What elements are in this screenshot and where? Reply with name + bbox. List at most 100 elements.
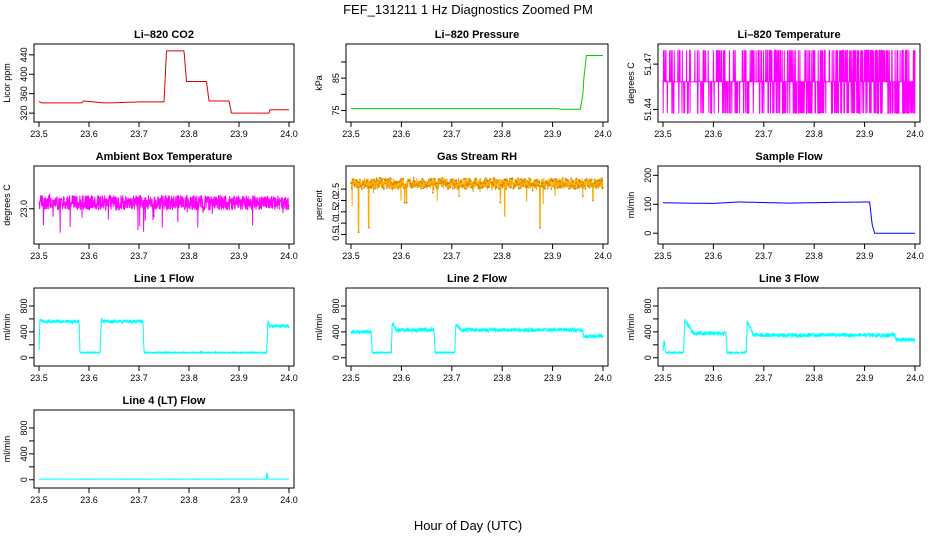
data-point [498, 187, 501, 190]
data-point [504, 178, 507, 181]
y-tick-label: 0 [643, 231, 653, 236]
data-point [574, 187, 577, 190]
data-point [427, 178, 430, 181]
data-point [544, 187, 546, 190]
data-point [448, 182, 451, 185]
figure-title: FEF_131211 1 Hz Diagnostics Zoomed PM [343, 2, 593, 17]
data-point [426, 180, 429, 183]
data-point [484, 177, 487, 180]
data-point [575, 177, 578, 180]
data-point [493, 178, 496, 181]
x-tick-label: 23.6 [393, 373, 411, 383]
panel-title: Line 2 Flow [447, 273, 507, 285]
panel-co2: Li–820 CO2 23.5 23.6 23.7 23.8 23.9 24.0 320 360… [2, 29, 298, 139]
x-tick-label: 23.8 [493, 373, 511, 383]
data-point [566, 184, 569, 187]
y-tick-label: 800 [19, 298, 29, 313]
data-point [537, 181, 540, 183]
data-point [539, 185, 542, 187]
data-point [438, 178, 440, 180]
plot-frame [33, 409, 295, 489]
plot-frame [33, 165, 295, 245]
data-point [388, 187, 391, 189]
data-point [425, 185, 428, 187]
y-axis-label: ml/min [2, 314, 12, 341]
data-point [592, 199, 595, 202]
data-point [370, 185, 373, 188]
data-point [531, 183, 533, 185]
data-point [484, 182, 487, 185]
data-point [517, 187, 520, 190]
x-tick-label: 23.5 [342, 373, 360, 383]
data-point [436, 187, 439, 190]
x-tick-label: 23.8 [805, 129, 823, 139]
data-point [528, 183, 531, 186]
data-point [361, 188, 363, 190]
data-point [418, 181, 421, 184]
y-tick-label: 85 [331, 73, 341, 83]
x-tick-label: 23.8 [493, 251, 511, 261]
x-tick-label: 23.7 [130, 495, 148, 505]
data-point [544, 182, 547, 185]
data-point [560, 186, 563, 189]
data-point [356, 181, 359, 184]
data-point [577, 186, 580, 189]
data-point [579, 180, 582, 183]
data-point [405, 201, 408, 204]
data-line [662, 319, 916, 355]
x-tick-label: 23.6 [80, 251, 98, 261]
data-point [431, 183, 434, 186]
data-point [505, 188, 508, 190]
panel-title: Sample Flow [755, 151, 823, 163]
x-tick-label: 23.6 [80, 373, 98, 383]
y-axis-label: degrees C [626, 62, 636, 104]
x-tick-label: 23.8 [805, 251, 823, 261]
data-point [383, 178, 386, 181]
data-point [480, 182, 483, 185]
data-point [600, 177, 603, 180]
data-point [588, 179, 590, 182]
data-point [468, 183, 471, 186]
data-point [431, 191, 434, 194]
data-point [520, 181, 523, 184]
data-point [408, 179, 411, 182]
data-point [520, 178, 522, 181]
data-point [423, 180, 426, 183]
data-point [539, 226, 542, 229]
data-point [499, 201, 502, 204]
data-point [392, 187, 394, 190]
data-point [599, 179, 602, 182]
data-point [493, 176, 495, 179]
data-point [389, 178, 392, 180]
data-point [590, 178, 593, 181]
data-point [534, 184, 537, 187]
x-tick-label: 23.5 [30, 129, 48, 139]
x-tick-label: 23.5 [654, 129, 672, 139]
panel-rh: Gas Stream RH 23.5 23.6 23.7 23.8 23.9 24.0 0.5… [314, 151, 612, 261]
data-point [562, 184, 565, 187]
data-point [366, 180, 369, 183]
x-tick-label: 23.9 [856, 251, 874, 261]
data-point [350, 182, 352, 185]
panel-title: Li–820 CO2 [134, 29, 194, 41]
y-tick-label: 200 [643, 168, 653, 183]
x-tick-label: 23.5 [30, 251, 48, 261]
panel-line3: Line 3 Flow 23.5 23.6 23.7 23.8 23.9 24.0 0 400 8… [626, 273, 924, 383]
data-point [460, 181, 462, 184]
x-tick-label: 24.0 [594, 373, 612, 383]
data-point [381, 177, 384, 180]
x-tick-label: 23.5 [342, 129, 360, 139]
data-point [373, 179, 376, 182]
x-tick-label: 23.5 [30, 495, 48, 505]
x-tick-label: 23.6 [705, 251, 723, 261]
y-tick-label: 320 [19, 106, 29, 121]
y-tick-label: 100 [643, 197, 653, 212]
plot-frame [657, 165, 921, 245]
data-point [376, 184, 379, 187]
data-point [485, 180, 488, 182]
data-point [483, 178, 486, 181]
data-point [489, 178, 492, 180]
y-tick-label: 0 [643, 355, 653, 360]
panel-title: Li–820 Temperature [737, 29, 840, 41]
data-point [523, 177, 526, 180]
